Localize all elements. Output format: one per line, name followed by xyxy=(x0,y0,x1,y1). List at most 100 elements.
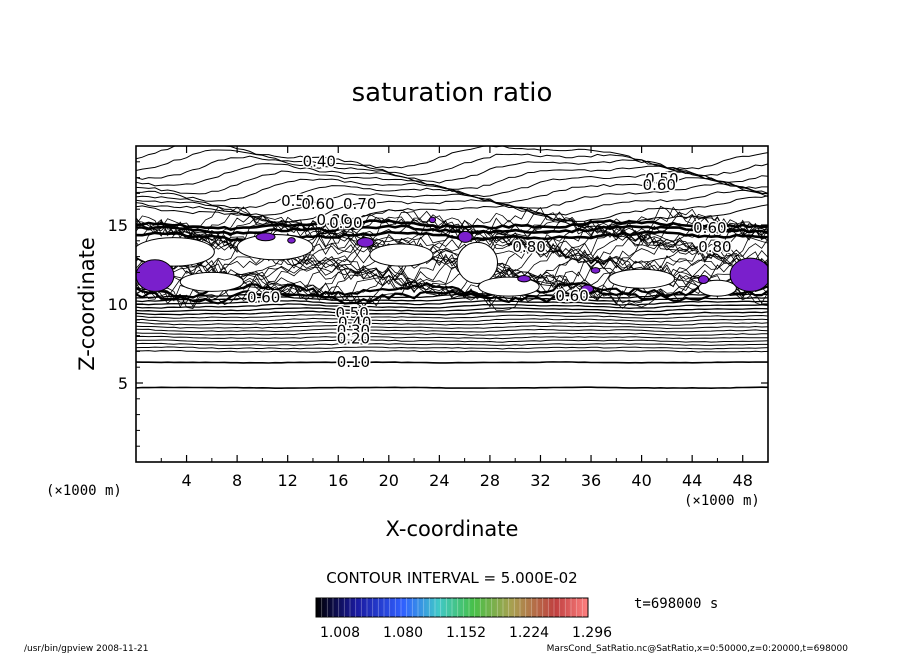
contour-line xyxy=(136,303,768,309)
contour-label: 0.10 xyxy=(337,353,370,371)
contour-line xyxy=(136,317,768,323)
colorbar-tick-label: 1.008 xyxy=(320,625,360,641)
contour-line xyxy=(136,324,768,330)
footer-program: /usr/bin/gpview 2008-11-21 xyxy=(24,644,148,654)
colorbar-tick-label: 1.080 xyxy=(383,625,423,641)
supersaturated-region xyxy=(580,284,595,294)
footer-source: MarsCond_SatRatio.nc@SatRatio,x=0:50000,… xyxy=(547,644,849,654)
contour-label: 0.90 xyxy=(329,214,362,232)
contour-line xyxy=(136,342,768,346)
colorbar-bins xyxy=(321,598,583,617)
contour-line xyxy=(136,189,768,216)
supersaturated-region xyxy=(729,257,768,292)
y-axis-label: Z-coordinate xyxy=(75,237,99,371)
contour-line xyxy=(136,386,768,390)
x-tick-label: 36 xyxy=(581,471,601,490)
contour-label: 0.40 xyxy=(303,153,336,171)
contour-label: 0.20 xyxy=(337,330,370,348)
contour-label: 0.40 xyxy=(338,314,371,332)
x-tick-label: 20 xyxy=(379,471,399,490)
contour-line xyxy=(136,339,768,343)
time-label: t=698000 s xyxy=(634,596,718,612)
contour-label: 0.80 xyxy=(316,211,349,229)
contour-label: 0.30 xyxy=(337,322,370,340)
supersaturated-region xyxy=(517,275,531,283)
chart-title: saturation ratio xyxy=(352,78,553,108)
contour-line xyxy=(136,204,768,231)
contour-label: 0.60 xyxy=(643,176,676,194)
supersaturated-region xyxy=(428,216,437,224)
contour-line xyxy=(136,321,768,326)
clear-region xyxy=(608,268,675,289)
x-axis-label: X-coordinate xyxy=(386,517,519,541)
x-axis-unit: (×1000 m) xyxy=(684,493,760,509)
supersaturated-region xyxy=(287,237,296,244)
contour-line xyxy=(136,346,768,350)
contour-line xyxy=(136,248,768,280)
contour-line xyxy=(136,214,768,246)
contour-line xyxy=(136,224,768,236)
contour-line xyxy=(136,230,768,242)
y-tick-label: 10 xyxy=(108,295,128,314)
contour-label: 0.50 xyxy=(645,170,678,188)
contour-line xyxy=(136,335,768,340)
supersaturated-region xyxy=(590,267,601,274)
supersaturated-region xyxy=(255,232,276,242)
contour-line xyxy=(136,314,768,320)
contour-line xyxy=(136,146,768,171)
clear-region xyxy=(369,243,434,267)
contour-line xyxy=(136,155,768,184)
contour-label: 0.60 xyxy=(247,288,280,306)
supersaturated-region xyxy=(356,237,375,248)
x-tick-label: 8 xyxy=(232,471,242,490)
contour-line xyxy=(136,281,768,299)
x-tick-label: 32 xyxy=(530,471,550,490)
clear-region xyxy=(179,271,244,292)
contour-line xyxy=(136,349,768,353)
contour-line xyxy=(136,228,768,260)
x-tick-label: 4 xyxy=(181,471,191,490)
contour-line xyxy=(136,307,768,313)
contour-line xyxy=(136,219,768,231)
contour-label: 0.80 xyxy=(698,238,731,256)
contour-line xyxy=(136,195,768,223)
contour-line xyxy=(136,170,768,198)
supersaturated-region xyxy=(457,230,473,243)
x-tick-label: 12 xyxy=(278,471,298,490)
contour-label: 0.60 xyxy=(301,195,334,213)
contour-line xyxy=(136,361,768,364)
contour-field xyxy=(136,146,768,390)
colorbar-tick-label: 1.152 xyxy=(446,625,486,641)
contour-label: 0.50 xyxy=(335,304,368,322)
clear-region xyxy=(697,279,737,297)
contour-line xyxy=(136,183,768,210)
contour-line xyxy=(136,205,768,237)
colorbar-tick-label: 1.224 xyxy=(509,625,549,641)
contour-label: 0.80 xyxy=(512,238,545,256)
colorbar-tick-label: 1.296 xyxy=(572,625,612,641)
supersaturation-regions xyxy=(136,216,768,294)
contour-labels: 0.400.500.600.500.60 0.700.800.900.800.60… xyxy=(245,151,733,373)
contour-line xyxy=(136,275,768,309)
clear-region xyxy=(136,237,215,267)
contour-line xyxy=(136,310,768,316)
y-tick-label: 15 xyxy=(108,216,128,235)
x-tick-label: 44 xyxy=(682,471,702,490)
contour-label: 0.60 xyxy=(693,219,726,237)
x-tick-label: 40 xyxy=(631,471,651,490)
x-tick-label: 48 xyxy=(733,471,753,490)
y-axis-unit: (×1000 m) xyxy=(46,483,122,499)
contour-label: 0.70 xyxy=(343,195,376,213)
colorbar-tick-labels: 1.008 1.080 1.152 1.224 1.296 xyxy=(320,625,612,641)
contour-line xyxy=(136,149,768,177)
clear-region xyxy=(456,241,499,284)
y-tick-label: 5 xyxy=(118,374,128,393)
x-tick-label: 24 xyxy=(429,471,449,490)
contour-line xyxy=(136,299,768,306)
contour-line xyxy=(136,332,768,336)
supersaturated-region xyxy=(136,259,175,292)
supersaturated-region xyxy=(697,275,710,284)
contour-interval: CONTOUR INTERVAL = 5.000E-02 xyxy=(326,569,577,587)
